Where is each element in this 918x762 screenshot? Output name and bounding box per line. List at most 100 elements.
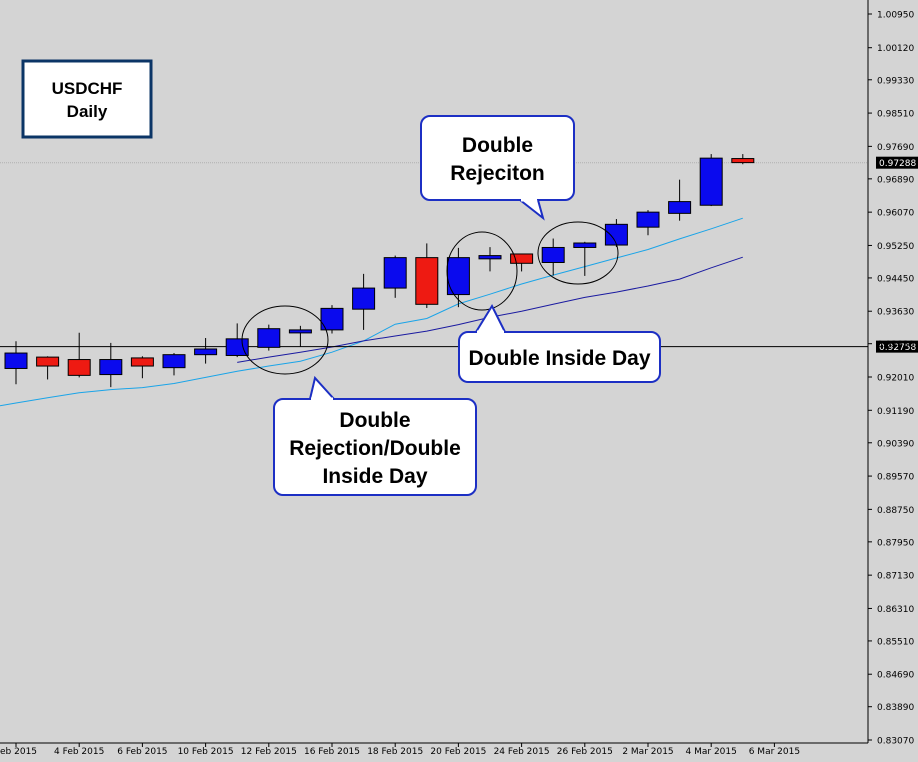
candle-body — [383, 257, 407, 289]
y-tick-label: 0.93630 — [877, 308, 914, 318]
candle-body — [99, 359, 123, 376]
candle — [288, 325, 312, 347]
callout-text: Rejection/Double — [289, 437, 461, 460]
x-tick-label: 10 Feb 2015 — [178, 747, 234, 757]
candle-body — [194, 348, 218, 356]
candle-body — [573, 242, 597, 248]
candle-body — [731, 158, 755, 164]
candle-body — [225, 338, 249, 356]
y-tick-label: 0.90390 — [877, 439, 914, 449]
candle-body — [320, 307, 344, 331]
candle-body — [604, 223, 628, 246]
x-tick-label: 26 Feb 2015 — [557, 747, 613, 757]
callout-box — [458, 331, 661, 383]
callout-double-rejection: Double Rejeciton — [420, 115, 575, 221]
y-tick-label: 0.94450 — [877, 274, 914, 284]
y-tick-label: 0.96890 — [877, 175, 914, 185]
price-tag-label: 0.97288 — [879, 159, 916, 169]
price-tag — [876, 340, 918, 353]
x-tick-label: 24 Feb 2015 — [494, 747, 550, 757]
candle-body — [668, 201, 692, 214]
annotation-ellipse — [446, 231, 518, 311]
y-tick-label: 0.92830 — [877, 340, 914, 350]
candle — [383, 255, 407, 298]
y-tick-label: 0.95250 — [877, 242, 914, 252]
y-tick-label: 0.87950 — [877, 538, 914, 548]
candle — [731, 154, 755, 165]
candle-body — [510, 253, 534, 264]
candle-body — [288, 329, 312, 334]
candle — [99, 342, 123, 388]
candle — [162, 353, 186, 376]
y-tick-label: 0.83070 — [877, 737, 914, 747]
x-tick-label: 6 Mar 2015 — [749, 747, 800, 757]
candle — [541, 238, 565, 276]
y-tick-label: 0.85510 — [877, 637, 914, 647]
annotation-ellipse — [241, 305, 329, 375]
callout-text: Rejeciton — [450, 162, 545, 185]
candle-body — [67, 359, 91, 376]
candle — [225, 323, 249, 358]
candle — [478, 247, 502, 272]
candle-body — [478, 255, 502, 260]
y-tick-label: 0.92010 — [877, 374, 914, 384]
x-tick-label: 12 Feb 2015 — [241, 747, 297, 757]
candle — [699, 154, 723, 207]
callout-text: Double — [462, 134, 533, 157]
callout-pointer — [309, 375, 335, 400]
callout-pointer — [475, 303, 506, 333]
candle — [130, 356, 154, 379]
candle — [636, 210, 660, 236]
callout-text: Inside Day — [322, 465, 427, 488]
y-tick-label: 0.83890 — [877, 703, 914, 713]
x-tick-label: 6 Feb 2015 — [117, 747, 167, 757]
x-tick-label: 2 Mar 2015 — [622, 747, 673, 757]
callout-text: Double — [339, 409, 410, 432]
price-tag — [876, 156, 918, 169]
candle — [510, 253, 534, 272]
symbol-box: USDCHF Daily — [21, 59, 153, 139]
y-tick-label: 0.97690 — [877, 143, 914, 153]
candle — [415, 243, 439, 308]
candle-body — [541, 246, 565, 263]
x-tick-label: 18 Feb 2015 — [367, 747, 423, 757]
timeframe-label: Daily — [67, 102, 108, 121]
x-tick-label: 4 Feb 2015 — [54, 747, 104, 757]
candle — [194, 338, 218, 364]
candle — [67, 332, 91, 378]
y-tick-label: 0.86310 — [877, 605, 914, 615]
symbol-name: USDCHF — [52, 79, 123, 98]
callout-double-inside-day: Double Inside Day — [458, 303, 661, 383]
y-tick-label: 1.00950 — [877, 11, 914, 21]
y-tick-label: 0.91190 — [877, 407, 914, 417]
candle — [446, 247, 470, 308]
y-tick-label: 1.00120 — [877, 44, 914, 54]
callout-box — [420, 115, 575, 201]
annotation-ellipse — [537, 221, 619, 285]
y-tick-label: 0.98510 — [877, 110, 914, 120]
candle-body — [130, 357, 154, 367]
price-tag-label: 0.92758 — [879, 343, 916, 353]
y-tick-label: 0.99330 — [877, 76, 914, 86]
candle-body — [36, 356, 60, 367]
candle — [573, 241, 597, 276]
candle-body — [4, 352, 28, 369]
y-tick-label: 0.96070 — [877, 209, 914, 219]
candle — [4, 341, 28, 385]
candle — [352, 273, 376, 330]
x-tick-label: 4 Mar 2015 — [686, 747, 737, 757]
callout-double-rejection-inside-day: Double Rejection/Double Inside Day — [273, 375, 477, 496]
x-tick-label: eb 2015 — [0, 747, 37, 757]
candle-body — [162, 354, 186, 369]
candle-body — [415, 257, 439, 305]
callout-pointer — [519, 199, 545, 221]
candle — [668, 179, 692, 221]
candle-body — [699, 157, 723, 206]
candle — [257, 324, 281, 351]
candle — [320, 305, 344, 334]
x-tick-label: 20 Feb 2015 — [430, 747, 486, 757]
y-tick-label: 0.88750 — [877, 506, 914, 516]
candle — [36, 356, 60, 380]
